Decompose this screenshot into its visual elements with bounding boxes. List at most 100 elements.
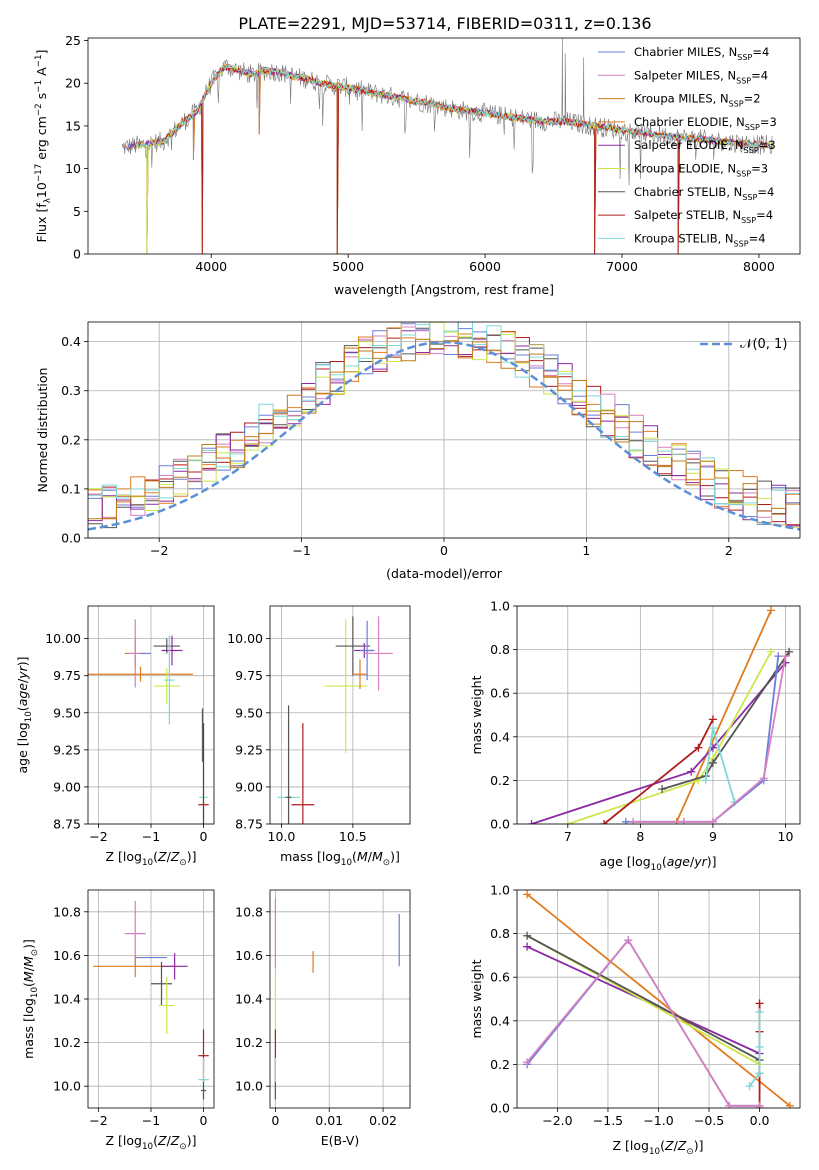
data-point bbox=[687, 767, 696, 776]
y-tick-label: 10.4 bbox=[53, 992, 81, 1007]
data-point bbox=[725, 1101, 734, 1108]
data-point bbox=[563, 820, 572, 824]
x-tick-label: 0 bbox=[200, 829, 208, 844]
data-point bbox=[527, 820, 536, 824]
errorbar-point bbox=[360, 620, 375, 681]
x-axis-label: Z [log10(Z/Z⊙)] bbox=[106, 1133, 197, 1152]
y-tick-label: 9.25 bbox=[53, 742, 81, 757]
y-tick-label: 10.00 bbox=[45, 631, 81, 646]
legend-label: Salpeter STELIB, NSSP=4 bbox=[634, 208, 773, 225]
plot-area bbox=[88, 619, 209, 824]
x-tick-label: −2 bbox=[89, 1113, 107, 1128]
legend-label: Kroupa MILES, NSSP=2 bbox=[634, 92, 761, 109]
x-tick-label: 4000 bbox=[195, 259, 227, 274]
data-point bbox=[600, 820, 609, 824]
data-point bbox=[785, 647, 794, 656]
x-tick-label: −1 bbox=[142, 1113, 160, 1128]
data-point bbox=[694, 743, 703, 752]
normal-curve bbox=[88, 340, 800, 531]
x-tick-label: 0.01 bbox=[315, 1113, 343, 1128]
errorbar-point bbox=[198, 723, 209, 824]
data-point bbox=[523, 942, 532, 951]
data-point bbox=[755, 1069, 764, 1078]
data-point bbox=[745, 1082, 754, 1091]
y-tick-label: 0.0 bbox=[490, 1101, 510, 1116]
x-tick-label: 0 bbox=[271, 1113, 279, 1128]
x-tick-label: 7 bbox=[564, 829, 572, 844]
plot-area bbox=[523, 890, 794, 1108]
errorbar-point bbox=[153, 668, 180, 704]
x-axis-label: (data-model)/error bbox=[386, 566, 503, 581]
data-point bbox=[766, 647, 775, 656]
y-tick-label: 10.4 bbox=[235, 992, 263, 1007]
plot-area bbox=[527, 606, 794, 824]
spectrum-line bbox=[135, 63, 623, 149]
y-tick-label: 0.2 bbox=[490, 773, 510, 788]
y-axis-label: Flux [fλ10−17 erg cm−2 s−1 A−1] bbox=[34, 50, 53, 243]
x-tick-label: 7000 bbox=[606, 259, 638, 274]
y-axis-label: mass weight bbox=[469, 959, 484, 1038]
y-tick-label: 8.75 bbox=[53, 817, 81, 832]
plot-area bbox=[93, 900, 209, 1102]
x-tick-label: 10.0 bbox=[268, 829, 296, 844]
data-point bbox=[708, 817, 717, 824]
plot-area bbox=[274, 898, 400, 1102]
axes-age_vs_Z: −2 −1 0 8.75 9.00 9.25 9.50 9.75 10.00 Z [log10(Z… bbox=[15, 605, 215, 868]
axes-mass_weight_vs_Z: −2.0 −1.5 −1.0 −0.5 0.0 0.0 0.2 0.4 0.6 0.8 1.0 Z [… bbox=[469, 883, 801, 1157]
errorbar-point bbox=[161, 635, 183, 666]
axes-frame bbox=[87, 37, 801, 255]
y-tick-label: 10.2 bbox=[53, 1035, 81, 1050]
y-tick-label: 10.2 bbox=[235, 1035, 263, 1050]
x-axis-label: age [log10(age/yr)] bbox=[599, 854, 716, 873]
y-tick-label: 9.50 bbox=[235, 705, 263, 720]
y-tick-label: 0.2 bbox=[61, 432, 81, 447]
data-point bbox=[679, 817, 688, 824]
data-point bbox=[759, 774, 768, 783]
series-line bbox=[661, 651, 790, 790]
figure-title: PLATE=2291, MJD=53714, FIBERID=0311, z=0… bbox=[238, 14, 651, 33]
y-tick-label: 10.8 bbox=[235, 904, 263, 919]
data-point bbox=[658, 785, 667, 794]
data-point bbox=[629, 817, 638, 824]
data-point bbox=[621, 817, 630, 824]
y-tick-label: 10.0 bbox=[235, 1079, 263, 1094]
data-point bbox=[766, 606, 775, 615]
errorbar-point bbox=[285, 705, 292, 824]
errorbar-point bbox=[164, 635, 175, 725]
legend-label: Salpeter ELODIE, NSSP=3 bbox=[634, 138, 776, 155]
y-tick-label: 9.50 bbox=[53, 705, 81, 720]
y-axis-label: mass [log10(M/M⊙)] bbox=[21, 939, 40, 1059]
y-tick-label: 0.4 bbox=[61, 334, 81, 349]
x-tick-label: −1 bbox=[292, 543, 310, 558]
x-tick-label: 8 bbox=[636, 829, 644, 844]
y-tick-label: 0.6 bbox=[490, 686, 510, 701]
x-tick-label: −2 bbox=[150, 543, 168, 558]
x-axis-label: wavelength [Angstrom, rest frame] bbox=[334, 282, 554, 297]
errorbar-point bbox=[153, 638, 180, 654]
histogram-step bbox=[88, 322, 800, 525]
series-line bbox=[748, 1012, 761, 1087]
errorbar-point bbox=[151, 961, 172, 1006]
x-axis-label: mass [log10(M/M⊙)] bbox=[280, 849, 400, 868]
data-point bbox=[755, 1042, 764, 1051]
x-axis-label: Z [log10(Z/Z⊙)] bbox=[613, 1138, 704, 1157]
y-tick-label: 9.00 bbox=[53, 779, 81, 794]
y-tick-label: 1.0 bbox=[490, 599, 510, 614]
plot-area bbox=[88, 322, 800, 531]
errorbar-point bbox=[352, 659, 368, 690]
y-tick-label: 0 bbox=[73, 247, 81, 262]
series-line bbox=[526, 893, 791, 1107]
x-axis-label: Z [log10(Z/Z⊙)] bbox=[106, 849, 197, 868]
y-axis-label: Normed distribution bbox=[35, 368, 50, 493]
errorbar-point bbox=[291, 723, 315, 824]
data-point bbox=[774, 652, 783, 661]
x-tick-label: −2.0 bbox=[542, 1113, 572, 1128]
y-tick-label: 0.4 bbox=[490, 729, 510, 744]
errorbar-point bbox=[364, 616, 393, 691]
errorbar-point bbox=[161, 953, 188, 980]
legend-label: Kroupa STELIB, NSSP=4 bbox=[634, 231, 766, 248]
series-line bbox=[567, 651, 772, 824]
x-tick-label: 5000 bbox=[332, 259, 364, 274]
x-tick-label: −0.5 bbox=[694, 1113, 724, 1128]
y-tick-label: 9.75 bbox=[235, 668, 263, 683]
